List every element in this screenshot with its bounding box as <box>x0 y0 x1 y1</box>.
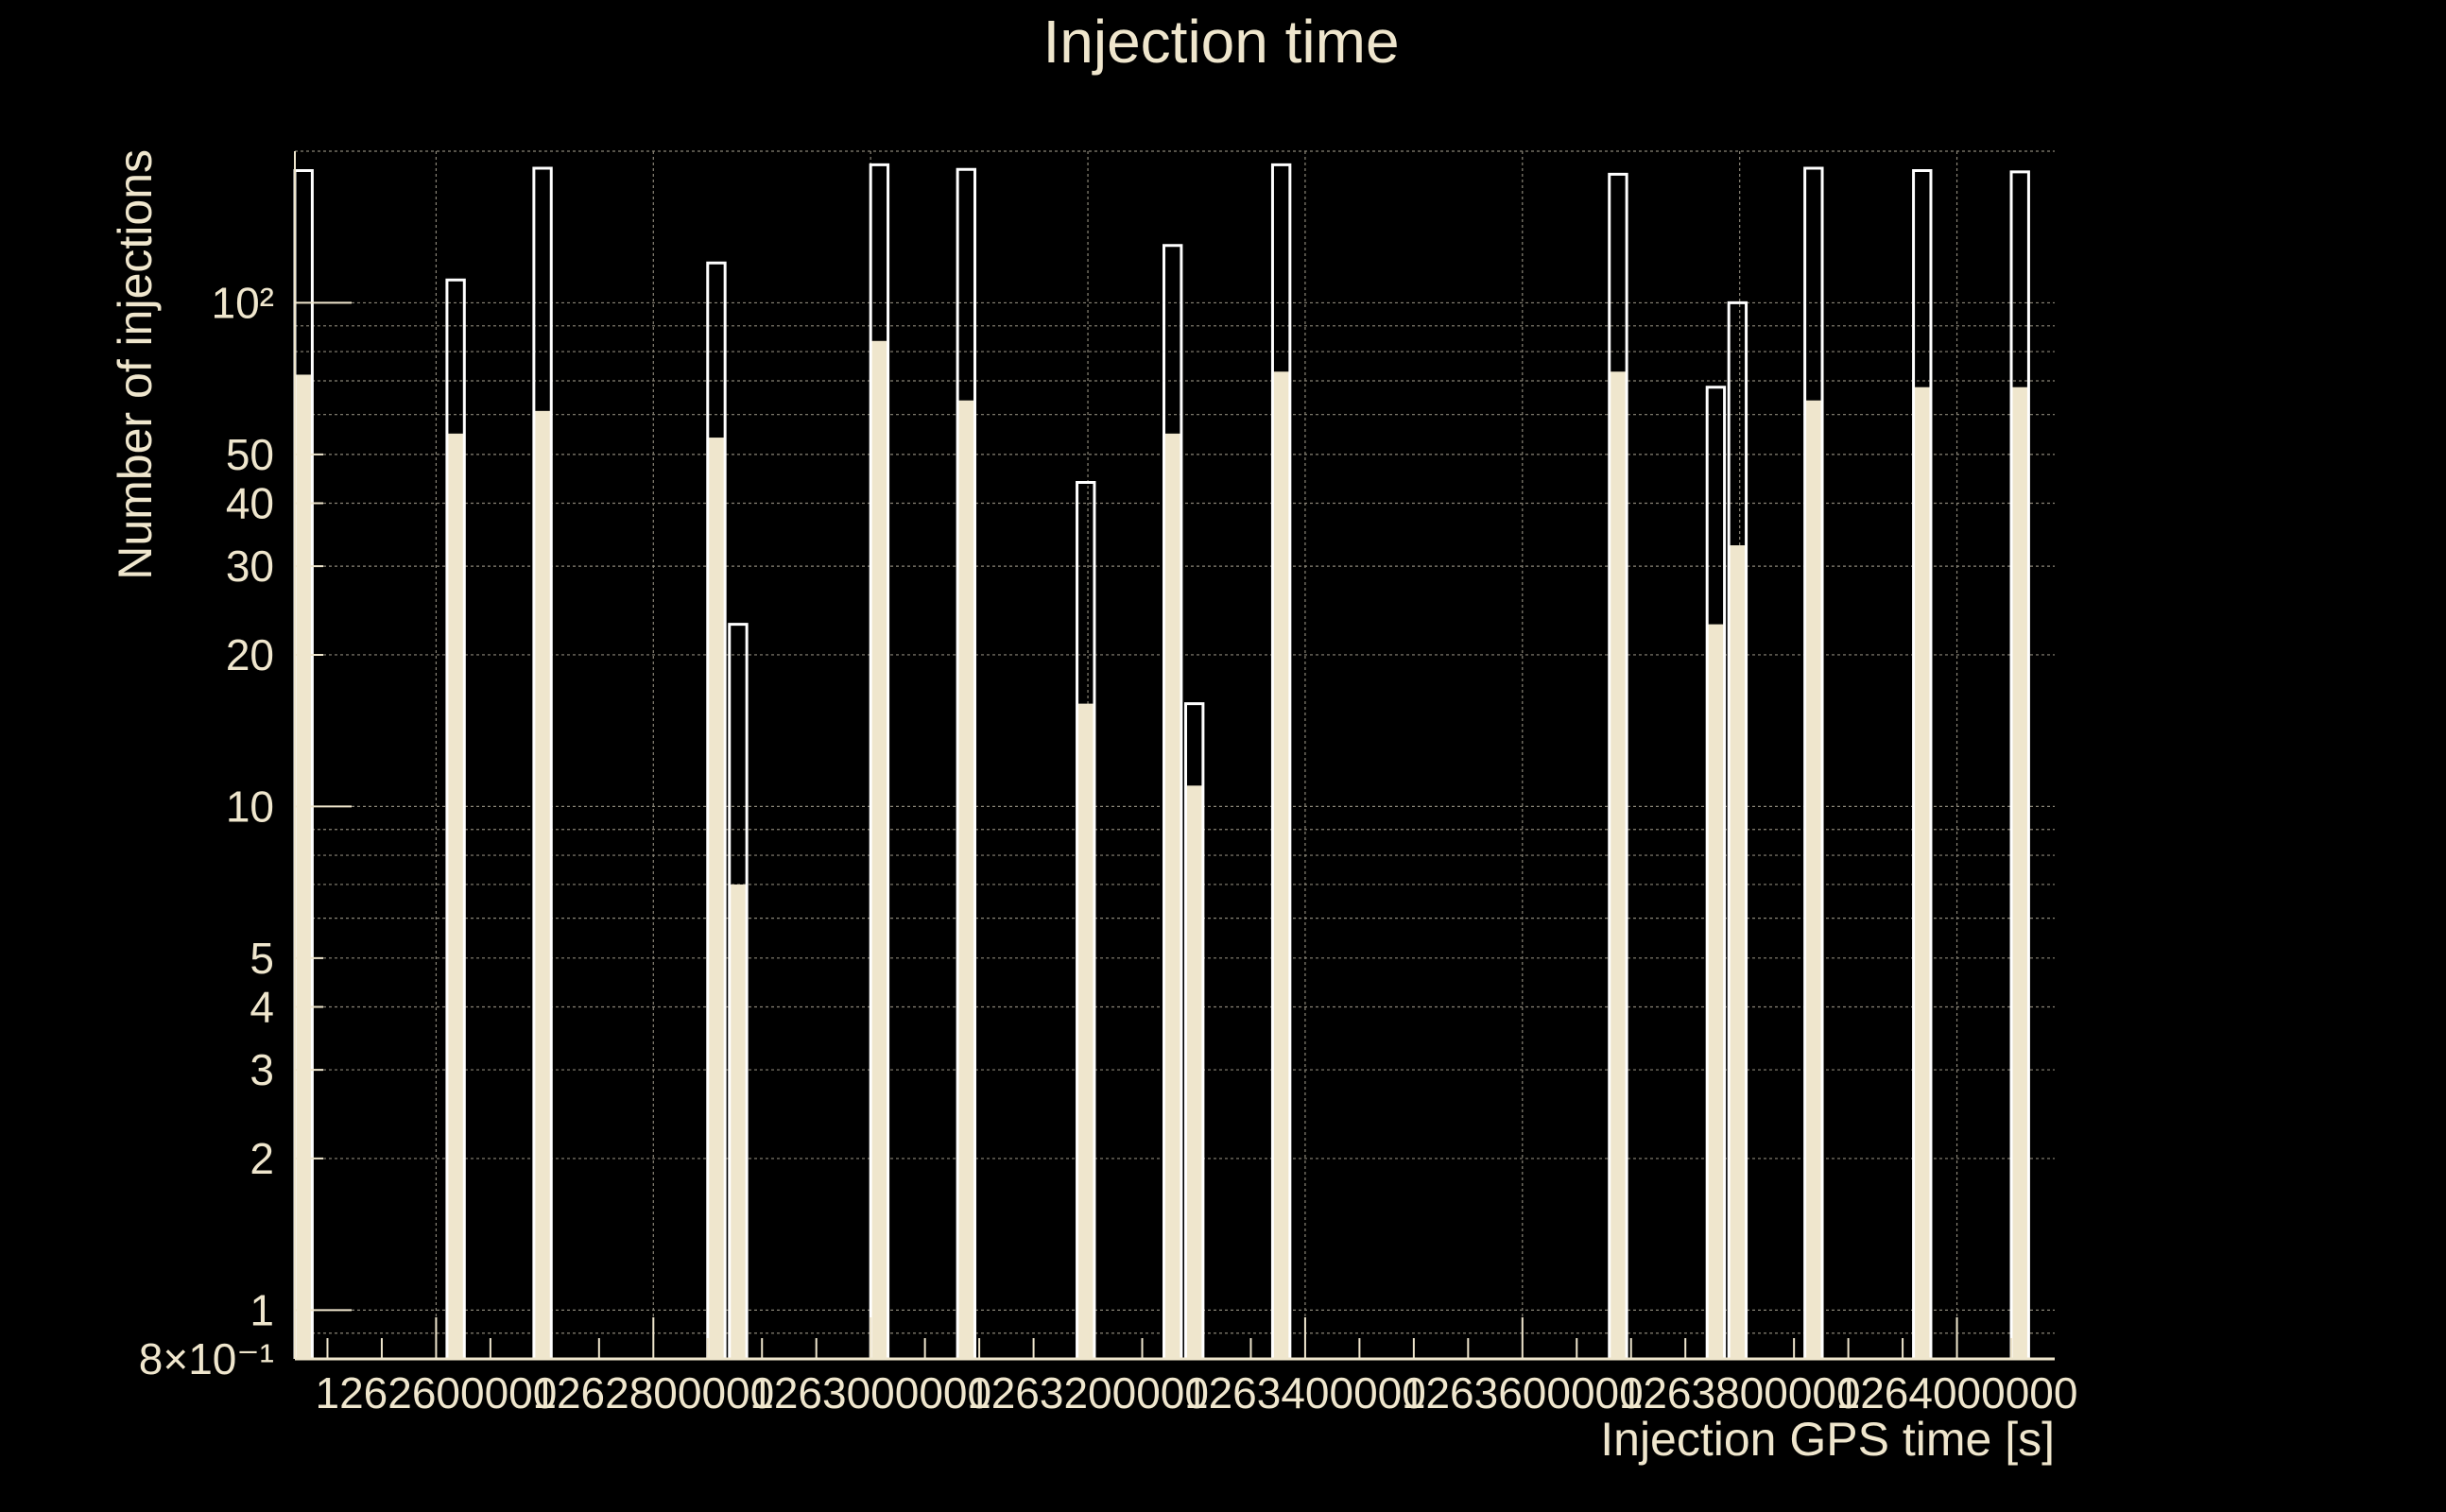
tick-labels: 1262600000126280000012630000001263200000… <box>139 278 2078 1418</box>
filled-bar <box>1913 387 1931 1360</box>
chart-title: Injection time <box>1042 8 1399 76</box>
filled-bar <box>957 400 975 1359</box>
outline-bar <box>1608 172 1628 1359</box>
y-tick-label: 30 <box>226 541 274 591</box>
filled-bar <box>1163 433 1181 1359</box>
x-axis-label: Injection GPS time [s] <box>1600 1413 2055 1466</box>
outline-bar <box>1183 702 1205 1359</box>
filled-bar <box>1707 624 1725 1359</box>
x-tick-label: 1263200000 <box>967 1368 1209 1418</box>
y-tick-label: 10 <box>226 782 274 831</box>
x-tick-label: 1263800000 <box>1619 1368 1861 1418</box>
y-tick-label: 1 <box>250 1285 274 1334</box>
filled-bar <box>533 410 552 1359</box>
outline-bar <box>869 163 890 1359</box>
outline-bar <box>445 278 466 1359</box>
filled-bar <box>295 374 313 1359</box>
y-axis-label: Number of injections <box>109 149 162 580</box>
filled-bar <box>1729 545 1747 1359</box>
filled-bar <box>707 438 726 1359</box>
y-tick-label: 10² <box>212 278 274 327</box>
x-tick-label: 1263600000 <box>1402 1368 1644 1418</box>
filled-bar <box>729 884 748 1359</box>
outline-bar <box>2009 170 2030 1359</box>
outline-bar <box>1912 169 1933 1359</box>
outline-bar <box>706 261 727 1359</box>
x-tick-label: 1263000000 <box>749 1368 991 1418</box>
y-tick-label: 50 <box>226 430 274 479</box>
outline-bar <box>1076 480 1096 1359</box>
y-tick-label: 5 <box>250 934 274 983</box>
filled-bar <box>1185 785 1203 1359</box>
filled-bar <box>1272 371 1290 1359</box>
y-tick-label: 2 <box>250 1134 274 1183</box>
filled-bar <box>1609 371 1628 1359</box>
outline-bar <box>956 167 977 1359</box>
x-tick-label: 1264000000 <box>1836 1368 2078 1418</box>
filled-bar <box>2011 387 2029 1360</box>
histogram-bars <box>293 163 2030 1360</box>
filled-bar <box>870 340 888 1359</box>
x-tick-label: 1262600000 <box>315 1368 557 1418</box>
y-tick-label: 8×10⁻¹ <box>139 1334 274 1383</box>
y-tick-label: 4 <box>250 982 274 1031</box>
outline-bar <box>1803 166 1824 1359</box>
y-tick-label: 20 <box>226 630 274 679</box>
filled-bar <box>1077 703 1094 1359</box>
filled-bar <box>1804 400 1823 1359</box>
filled-bar <box>446 433 465 1359</box>
outline-bar <box>1270 163 1292 1359</box>
outline-bar <box>1727 301 1748 1359</box>
axes <box>294 151 2055 1361</box>
y-tick-label: 40 <box>226 479 274 528</box>
outline-bar <box>1163 244 1183 1359</box>
outline-bar <box>1705 386 1727 1359</box>
x-tick-label: 1262800000 <box>532 1368 774 1418</box>
outline-bar <box>728 623 749 1359</box>
y-tick-label: 3 <box>250 1045 274 1094</box>
x-tick-label: 1263400000 <box>1184 1368 1426 1418</box>
outline-bar <box>532 166 553 1359</box>
